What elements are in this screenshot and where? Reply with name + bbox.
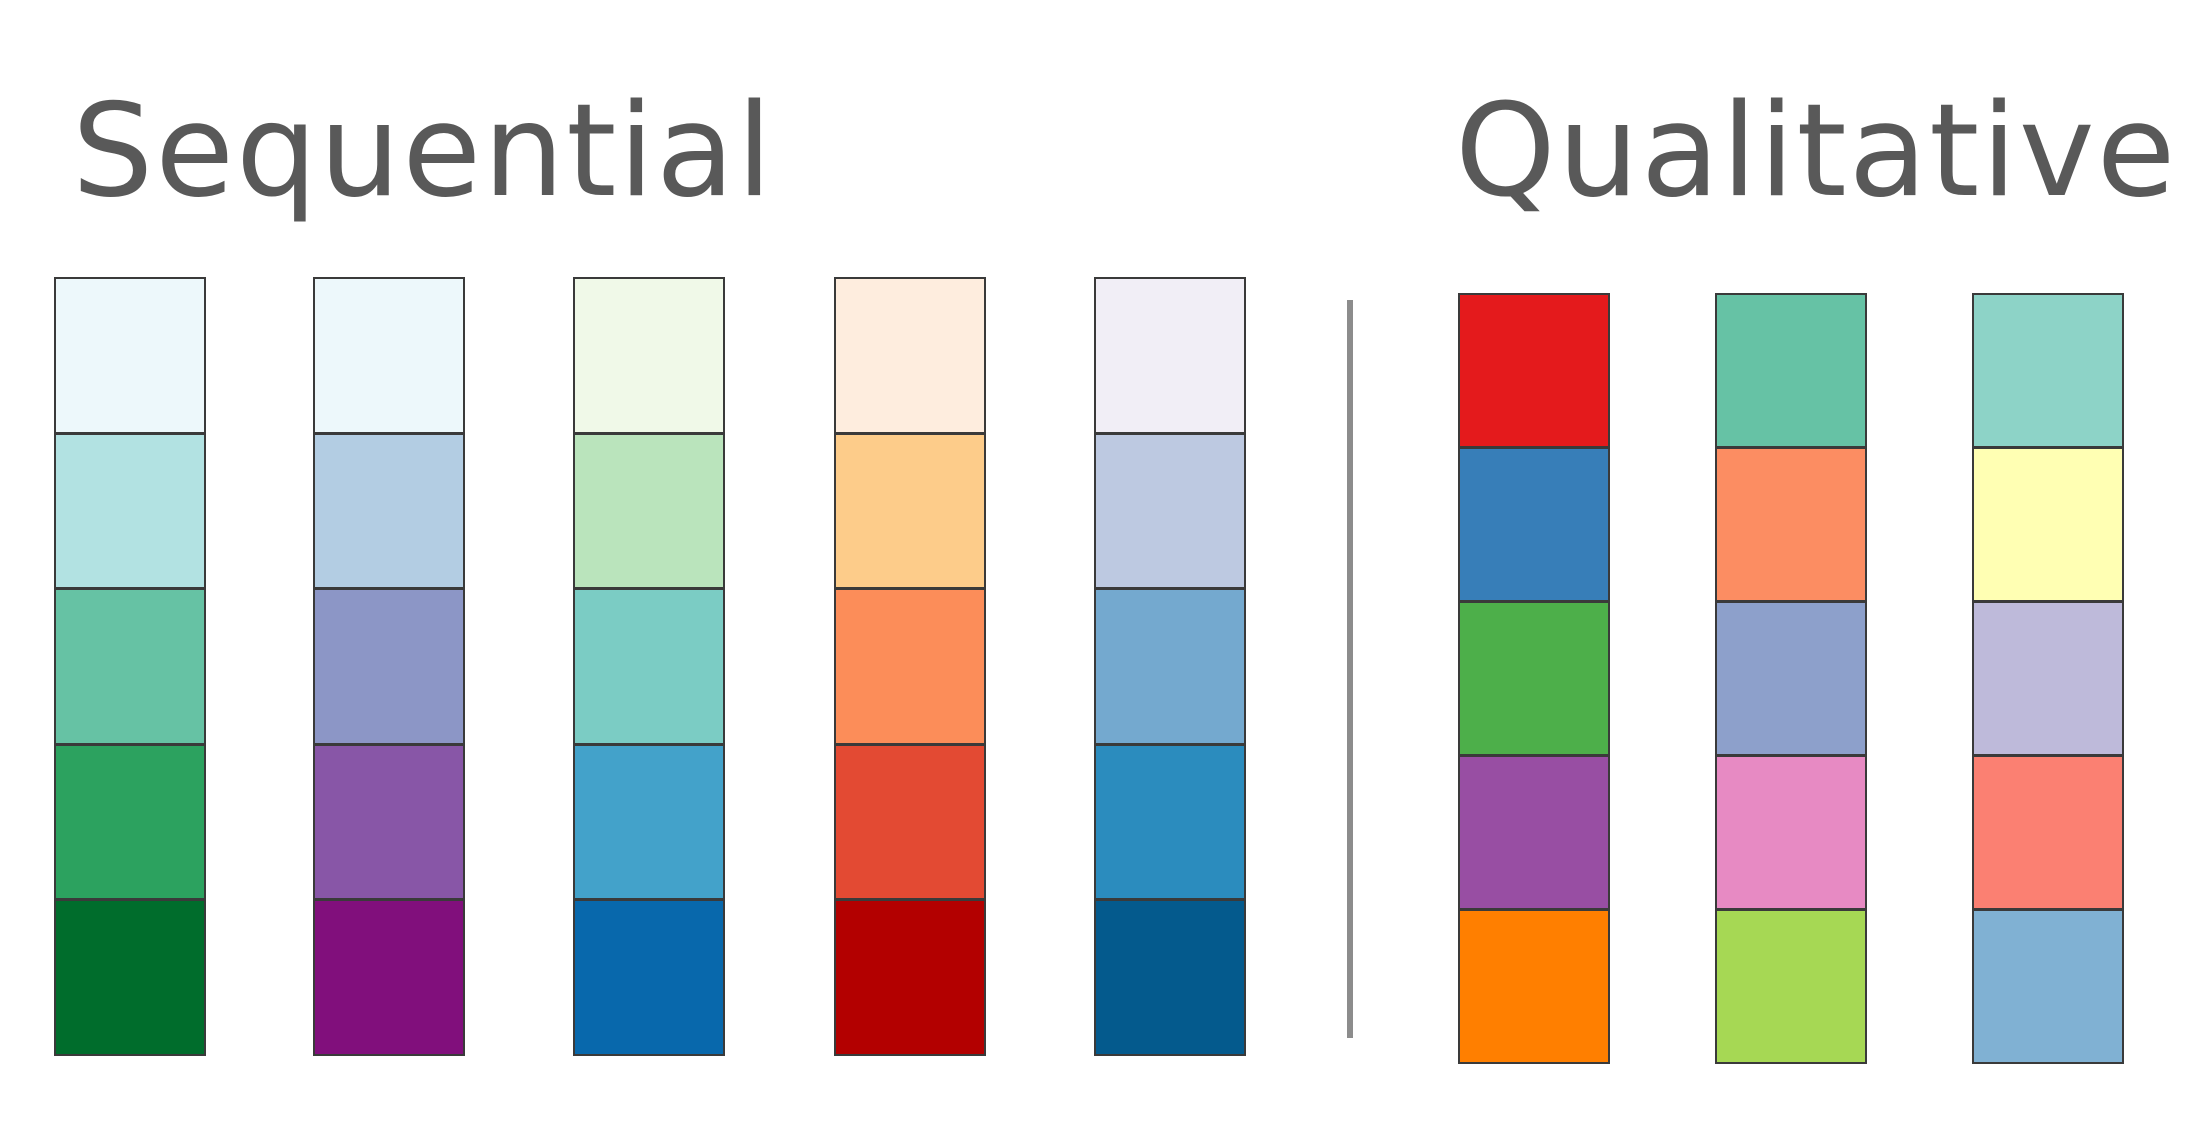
color-swatch [1717, 911, 1865, 1062]
qualitative-palette-1 [1458, 293, 1610, 1064]
color-swatch [56, 590, 204, 746]
sequential-palette-2 [313, 277, 465, 1056]
color-swatch [1096, 434, 1244, 591]
color-swatch [1096, 590, 1244, 746]
color-swatch [1096, 901, 1244, 1054]
color-swatch [575, 745, 723, 902]
color-swatch [575, 434, 723, 591]
sequential-palette-3 [573, 277, 725, 1056]
sequential-heading: Sequential [72, 77, 774, 226]
sequential-palette-1 [54, 277, 206, 1056]
color-swatch [1717, 449, 1865, 603]
color-swatch [56, 434, 204, 591]
qualitative-palette-2 [1715, 293, 1867, 1064]
color-swatch [836, 279, 984, 435]
color-swatch [56, 279, 204, 435]
section-divider [1347, 300, 1353, 1038]
color-swatch [315, 434, 463, 591]
color-swatch [56, 745, 204, 902]
color-swatch [1974, 295, 2122, 449]
color-swatch [1717, 757, 1865, 911]
color-swatch [1096, 745, 1244, 902]
color-swatch [1460, 449, 1608, 603]
color-swatch [836, 590, 984, 746]
color-swatch [1974, 603, 2122, 757]
color-swatch [1974, 449, 2122, 603]
color-swatch [1460, 757, 1608, 911]
color-swatch [315, 590, 463, 746]
color-swatch [1974, 911, 2122, 1062]
color-swatch [575, 279, 723, 435]
color-swatch [836, 434, 984, 591]
color-swatch [1717, 295, 1865, 449]
color-swatch [1096, 279, 1244, 435]
qualitative-palette-3 [1972, 293, 2124, 1064]
color-swatch [1974, 757, 2122, 911]
color-swatch [1717, 603, 1865, 757]
color-swatch [315, 279, 463, 435]
color-swatch [315, 901, 463, 1054]
color-swatch [836, 901, 984, 1054]
color-swatch [575, 901, 723, 1054]
sequential-palette-4 [834, 277, 986, 1056]
color-swatch [56, 901, 204, 1054]
qualitative-heading: Qualitative [1455, 77, 2178, 226]
color-swatch [575, 590, 723, 746]
color-swatch [836, 745, 984, 902]
color-swatch [1460, 911, 1608, 1062]
color-swatch [1460, 603, 1608, 757]
color-swatch [1460, 295, 1608, 449]
sequential-palette-5 [1094, 277, 1246, 1056]
color-swatch [315, 745, 463, 902]
